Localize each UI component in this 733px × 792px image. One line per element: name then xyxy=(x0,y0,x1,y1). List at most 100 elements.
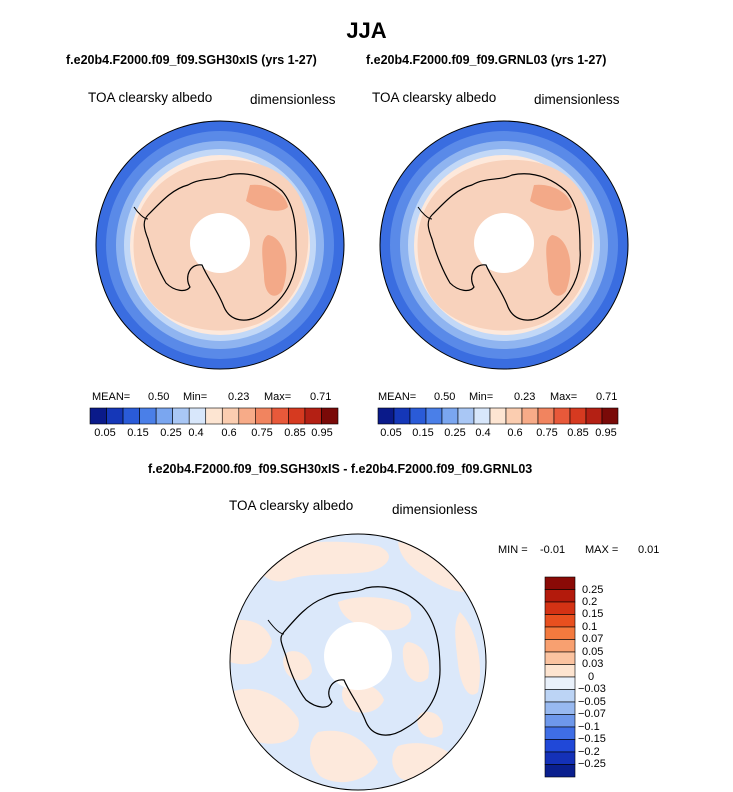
colorbar-swatch xyxy=(188,407,207,425)
diff-min-value: -0.01 xyxy=(540,544,566,556)
diff-colorbar-swatch xyxy=(544,751,576,765)
left-mean-label: MEAN= xyxy=(92,391,131,403)
diff-min-label: MIN = xyxy=(498,544,528,556)
colorbar-swatch xyxy=(457,407,475,425)
colorbar-swatch xyxy=(601,407,619,425)
colorbar-swatch xyxy=(489,407,507,425)
colorbar-swatch xyxy=(521,407,539,425)
diff-colorbar xyxy=(544,576,576,778)
diff-colorbar-swatch xyxy=(544,601,576,615)
diff-colorbar-swatch xyxy=(544,614,576,628)
left-tick: 0.05 xyxy=(94,427,116,439)
diff-tick: 0.07 xyxy=(582,633,604,645)
colorbar-swatch xyxy=(155,407,173,425)
diff-units-label: dimensionless xyxy=(392,502,478,517)
right-mean-label: MEAN= xyxy=(378,391,417,403)
left-tick: 0.95 xyxy=(311,427,333,439)
colorbar-swatch xyxy=(106,407,124,425)
diff-colorbar-swatch xyxy=(544,651,576,665)
left-case-title: f.e20b4.F2000.f09_f09.SGH30xIS (yrs 1-27… xyxy=(66,53,317,67)
right-tick: 0.15 xyxy=(412,427,434,439)
colorbar-swatch xyxy=(122,407,140,425)
colorbar-swatch xyxy=(89,407,107,425)
colorbar-swatch xyxy=(473,407,491,425)
colorbar-swatch xyxy=(441,407,459,425)
diff-tick: −0.07 xyxy=(578,708,606,720)
colorbar-swatch xyxy=(377,407,395,425)
diff-max-value: 0.01 xyxy=(638,544,660,556)
colorbar-swatch xyxy=(505,407,523,425)
left-min-label: Min= xyxy=(183,391,208,403)
right-polar-map xyxy=(379,120,629,370)
diff-colorbar-swatch xyxy=(544,739,576,753)
diff-tick: 0 xyxy=(588,671,595,683)
diff-colorbar-swatch xyxy=(544,639,576,653)
diff-tick: −0.1 xyxy=(578,721,600,733)
left-tick: 0.85 xyxy=(284,427,306,439)
diff-colorbar-swatch xyxy=(544,626,576,640)
right-tick: 0.85 xyxy=(567,427,589,439)
diff-tick: −0.2 xyxy=(578,746,600,758)
left-units-label: dimensionless xyxy=(250,92,336,107)
right-colorbar xyxy=(377,407,619,425)
right-min-label: Min= xyxy=(469,391,494,403)
left-variable-label: TOA clearsky albedo xyxy=(88,90,213,105)
right-tick: 0.75 xyxy=(536,427,558,439)
diff-tick: −0.25 xyxy=(578,758,606,770)
colorbar-swatch xyxy=(569,407,587,425)
colorbar-swatch xyxy=(205,407,223,425)
left-tick: 0.15 xyxy=(127,427,149,439)
diff-colorbar-swatch xyxy=(544,726,576,740)
colorbar-swatch xyxy=(271,407,289,425)
diff-colorbar-swatch xyxy=(544,589,576,603)
colorbar-swatch xyxy=(425,407,443,425)
diff-tick: 0.1 xyxy=(582,621,598,633)
colorbar-swatch xyxy=(139,407,157,425)
diff-tick: −0.03 xyxy=(578,683,606,695)
left-max-value: 0.71 xyxy=(310,391,332,403)
figure-title: JJA xyxy=(346,18,387,43)
colorbar-swatch xyxy=(288,407,306,425)
right-tick: 0.05 xyxy=(380,427,402,439)
diff-colorbar-swatch xyxy=(544,764,576,778)
colorbar-swatch xyxy=(255,407,273,425)
diff-variable-label: TOA clearsky albedo xyxy=(229,498,354,513)
right-mean-value: 0.50 xyxy=(434,391,456,403)
right-units-label: dimensionless xyxy=(534,92,620,107)
right-tick: 0.95 xyxy=(595,427,617,439)
colorbar-swatch xyxy=(393,407,411,425)
diff-max-label: MAX = xyxy=(585,544,619,556)
diff-tick: −0.15 xyxy=(578,733,606,745)
colorbar-swatch xyxy=(304,407,322,425)
diff-colorbar-swatch xyxy=(544,689,576,703)
diff-tick: −0.05 xyxy=(578,696,606,708)
diff-title: f.e20b4.F2000.f09_f09.SGH30xIS - f.e20b4… xyxy=(148,462,533,476)
right-tick: 0.4 xyxy=(475,427,491,439)
colorbar-swatch xyxy=(553,407,571,425)
colorbar-swatch xyxy=(537,407,555,425)
diff-colorbar-swatch xyxy=(544,701,576,715)
diff-tick: 0.03 xyxy=(582,658,604,670)
left-mean-value: 0.50 xyxy=(148,391,170,403)
diff-colorbar-swatch xyxy=(544,676,576,690)
right-tick: 0.25 xyxy=(444,427,466,439)
right-max-value: 0.71 xyxy=(596,391,618,403)
left-min-value: 0.23 xyxy=(228,391,250,403)
right-max-label: Max= xyxy=(550,391,578,403)
left-tick: 0.25 xyxy=(160,427,182,439)
colorbar-swatch xyxy=(172,407,190,425)
right-variable-label: TOA clearsky albedo xyxy=(372,90,497,105)
colorbar-swatch xyxy=(321,407,339,425)
left-tick: 0.4 xyxy=(188,427,204,439)
right-min-value: 0.23 xyxy=(514,391,536,403)
diff-colorbar-swatch xyxy=(544,714,576,728)
colorbar-swatch xyxy=(221,407,240,425)
right-case-title: f.e20b4.F2000.f09_f09.GRNL03 (yrs 1-27) xyxy=(366,53,607,67)
diff-tick: 0.25 xyxy=(582,584,604,596)
left-max-label: Max= xyxy=(264,391,292,403)
diff-polar-map xyxy=(229,533,487,791)
colorbar-swatch xyxy=(585,407,603,425)
diff-tick: 0.15 xyxy=(582,608,604,620)
right-tick: 0.6 xyxy=(507,427,523,439)
colorbar-swatch xyxy=(409,407,427,425)
